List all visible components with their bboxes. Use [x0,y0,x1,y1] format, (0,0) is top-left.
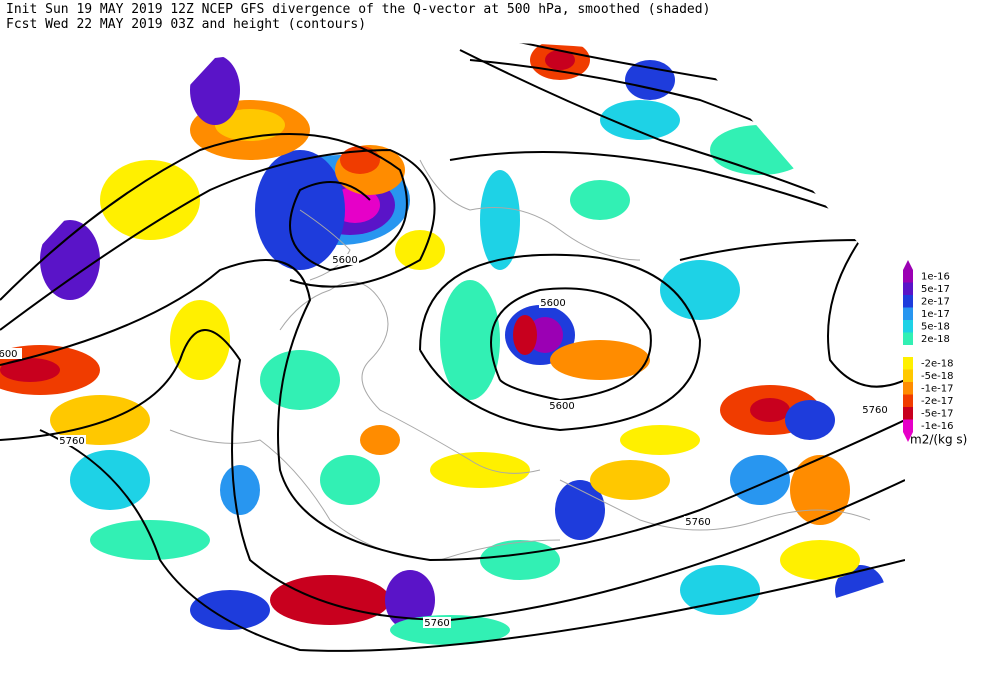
contour-label: 5760 [424,618,449,629]
colorbar-label: 2e-18 [921,334,950,345]
colorbar-swatch [903,270,913,283]
colorbar-swatch [903,332,913,345]
contour-label-bg [0,348,22,359]
contour-label-bg [684,516,712,527]
shade-blob [550,340,650,380]
shade-blob [90,520,210,560]
colorbar-swatch [903,369,913,382]
colorbar-swatch [903,407,913,420]
contour-label-bg [861,404,889,415]
shade-blob [220,465,260,515]
colorbar-label: 2e-17 [921,296,950,307]
colorbar-arrow-bottom [903,432,913,442]
shade-blob [620,425,700,455]
colorbar-label: -2e-18 [921,358,953,369]
shade-blob [480,540,560,580]
shade-blob [395,230,445,270]
shade-blob [385,570,435,630]
shade-blob [390,615,510,645]
colorbar-swatch [903,295,913,308]
colorbar-swatch [903,307,913,320]
contour-label: 5760 [685,517,710,528]
colorbar-swatch [903,382,913,395]
colorbar-label: -1e-17 [921,383,953,394]
contour-label: 5600 [540,298,565,309]
shade-blob [570,180,630,220]
shade-blob [625,60,675,100]
contour-labels: 5600 5600 5600 600 5760 5760 5760 5760 [0,254,889,629]
coastlines [169,159,871,561]
shade-blob [320,455,380,505]
colorbar-label: -5e-17 [921,408,953,419]
shade-blob [730,455,790,505]
shade-blob [545,50,575,70]
shade-blob [170,300,230,380]
shade-blob [40,220,100,300]
shade-blob [680,565,760,615]
header-line-1: Init Sun 19 MAY 2019 12Z NCEP GFS diverg… [6,2,710,17]
colorbar-label: 1e-17 [921,309,950,320]
colorbar-label: -2e-17 [921,396,953,407]
shade-blob [513,315,537,355]
colorbar-label: 1e-16 [921,271,950,282]
colorbar-label: 5e-18 [921,321,950,332]
shade-blob [430,452,530,488]
shaded-field [0,41,885,645]
colorbar-swatch [903,419,913,432]
shade-blob [600,100,680,140]
shade-blob [527,317,563,353]
shade-blob [590,460,670,500]
contour-label-bg [423,617,451,628]
contour-label-bg [331,254,359,265]
colorbar-swatch [903,282,913,295]
shade-blob [190,590,270,630]
shade-blob [750,398,790,422]
contour-label-bg [58,435,86,446]
shade-blob [50,395,150,445]
contour-label-bg [539,297,567,308]
shade-blob [780,540,860,580]
shade-blob [660,260,740,320]
shade-blob [0,358,60,382]
shade-blob [260,350,340,410]
shade-blob [440,280,500,400]
shade-blob [790,455,850,525]
colorbar-units: m2/(kg s) [910,433,967,447]
contour-label: 5760 [862,405,887,416]
colorbar-arrow-top [903,260,913,270]
contour-label: 5600 [549,401,574,412]
shade-blob [340,146,380,174]
header-line-2: Fcst Wed 22 MAY 2019 03Z and height (con… [6,17,366,32]
contour-label: 5600 [332,255,357,266]
shade-blob [710,125,810,175]
shade-blob [270,575,390,625]
shade-blob [360,425,400,455]
shade-blob [70,450,150,510]
colorbar-label: -5e-18 [921,371,953,382]
shade-blob [480,170,520,270]
colorbar-label: 5e-17 [921,284,950,295]
colorbar-label: -1e-16 [921,421,953,432]
shade-blob [555,480,605,540]
colorbar-swatch [903,357,913,370]
colorbar-swatch [903,320,913,333]
contour-label-bg [548,400,576,411]
contour-label: 5760 [59,436,84,447]
shade-blob [100,160,200,240]
shade-blob [190,55,240,125]
shade-blob [785,400,835,440]
contour-label: 600 [0,349,18,360]
shade-blob [215,109,285,141]
colorbar-swatch [903,394,913,407]
